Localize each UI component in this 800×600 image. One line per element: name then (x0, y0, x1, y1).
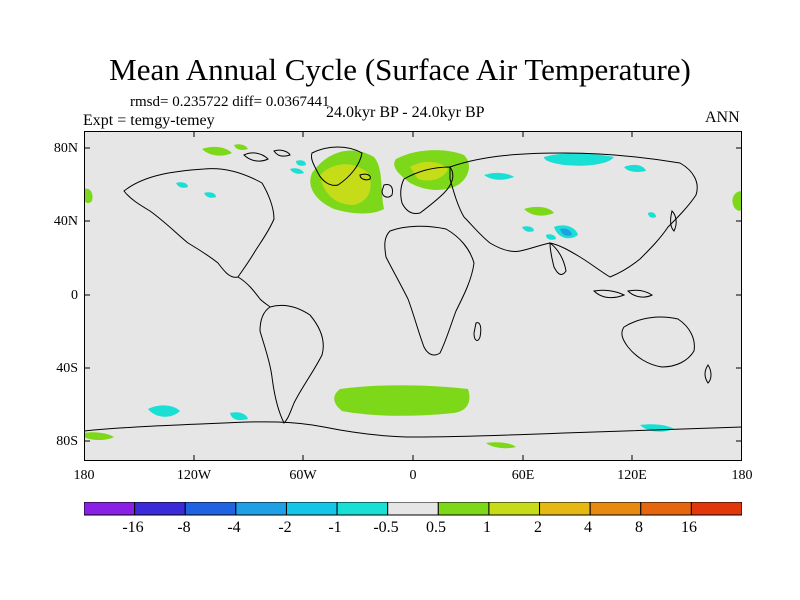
coastline-north-america (123, 168, 275, 278)
lat-label-40n: 40N (53, 214, 78, 229)
anomaly-north-america-cyan-2 (204, 192, 216, 198)
lat-label-80n: 80N (53, 141, 78, 156)
colorbar-swatch (336, 502, 389, 516)
coastline-greenland (311, 146, 363, 186)
lat-label-40s: 40S (56, 361, 78, 376)
anomaly-central-asia-cyan-2 (522, 226, 534, 232)
axis-ticks (84, 131, 742, 461)
colorbar-swatch (539, 502, 591, 516)
coastlines (84, 146, 742, 438)
anomaly-siberia-cyan-2 (484, 172, 514, 180)
coastline-antarctica (84, 421, 742, 438)
colorbar (84, 502, 742, 516)
season-label: ANN (705, 109, 740, 126)
lat-label-80s: 80S (56, 434, 78, 449)
colorbar-label: 0.5 (426, 519, 446, 536)
anomaly-antarctic-green (84, 432, 114, 440)
anomaly-contours (84, 144, 742, 449)
anomaly-east-asia-cyan (648, 212, 656, 218)
lon-label-180w: 180 (73, 468, 95, 483)
period-label: 24.0kyr BP - 24.0kyr BP (326, 104, 485, 121)
colorbar-swatch (690, 502, 742, 516)
coastline-arctic-islands (243, 149, 291, 162)
colorbar-label: -4 (227, 519, 241, 536)
colorbar-label: 1 (483, 519, 491, 536)
coastline-new-zealand (704, 364, 712, 384)
coastline-india (549, 241, 567, 275)
colorbar-label: -1 (328, 519, 342, 536)
anomaly-north-america-cyan (176, 182, 188, 188)
colorbar-label: -0.5 (373, 519, 399, 536)
anomaly-pacific-west-edge (84, 188, 93, 204)
colorbar-label: -8 (177, 519, 191, 536)
colorbar-swatch (134, 502, 186, 516)
colorbar-swatch (640, 502, 692, 516)
lon-label-120e: 120E (617, 468, 647, 483)
anomaly-south-pacific-cyan-2 (230, 412, 248, 421)
coastline-africa (384, 225, 475, 356)
lat-label-0: 0 (71, 288, 78, 303)
anomaly-siberia-cyan (544, 153, 614, 166)
colorbar-swatch (184, 502, 237, 516)
anomaly-arctic-green-2 (234, 144, 248, 150)
statistics-text: rmsd= 0.235722 diff= 0.0367441 (130, 94, 330, 110)
anomaly-north-america-cyan-3 (296, 160, 306, 166)
lon-label-60e: 60E (511, 468, 535, 483)
colorbar-swatch (387, 502, 439, 516)
lon-label-60w: 60W (289, 468, 317, 483)
lon-label-0: 0 (409, 468, 417, 483)
coastline-madagascar (473, 322, 482, 341)
coastline-iceland (359, 173, 371, 181)
colorbar-swatch (437, 502, 490, 516)
colorbar-label: 2 (534, 519, 542, 536)
anomaly-south-pacific-cyan (148, 405, 180, 417)
anomaly-north-atlantic-core (320, 164, 371, 205)
colorbar-swatch (589, 502, 642, 516)
colorbar-label: 16 (681, 519, 697, 536)
coastline-indonesia (592, 289, 653, 299)
coastline-asia (449, 152, 698, 278)
anomaly-siberia-cyan-3 (624, 164, 646, 172)
anomaly-scandinavia-core (410, 161, 448, 181)
plot-title: Mean Annual Cycle (Surface Air Temperatu… (109, 52, 691, 87)
coastline-japan (670, 210, 677, 232)
colorbar-swatch (488, 502, 541, 516)
coastline-australia (621, 316, 695, 368)
anomaly-tibet-cyan (546, 234, 556, 240)
anomaly-antarctic-green-2 (486, 442, 516, 449)
anomaly-central-asia-green (524, 206, 554, 216)
colorbar-label: 4 (584, 519, 592, 536)
lon-label-120w: 120W (176, 468, 212, 483)
world-map (84, 131, 742, 461)
coastline-south-america (259, 304, 324, 424)
anomaly-pacific-east-edge (732, 191, 742, 211)
colorbar-label: -16 (122, 519, 144, 536)
colorbar-swatch (84, 502, 136, 516)
coastline-europe (400, 166, 454, 214)
anomaly-arctic-green (202, 146, 232, 156)
anomaly-southern-ocean (334, 385, 470, 416)
anomaly-central-asia-blue (560, 228, 572, 236)
anomaly-arctic-cyan (290, 168, 304, 174)
colorbar-swatch (235, 502, 287, 516)
colorbar-label: -2 (278, 519, 292, 536)
colorbar-swatch (285, 502, 338, 516)
lon-label-180e: 180 (731, 468, 753, 483)
experiment-label: Expt = temgy-temey (83, 112, 215, 129)
coastline-central-america (237, 276, 271, 308)
coastline-british-isles (381, 184, 393, 198)
colorbar-label: 8 (635, 519, 643, 536)
